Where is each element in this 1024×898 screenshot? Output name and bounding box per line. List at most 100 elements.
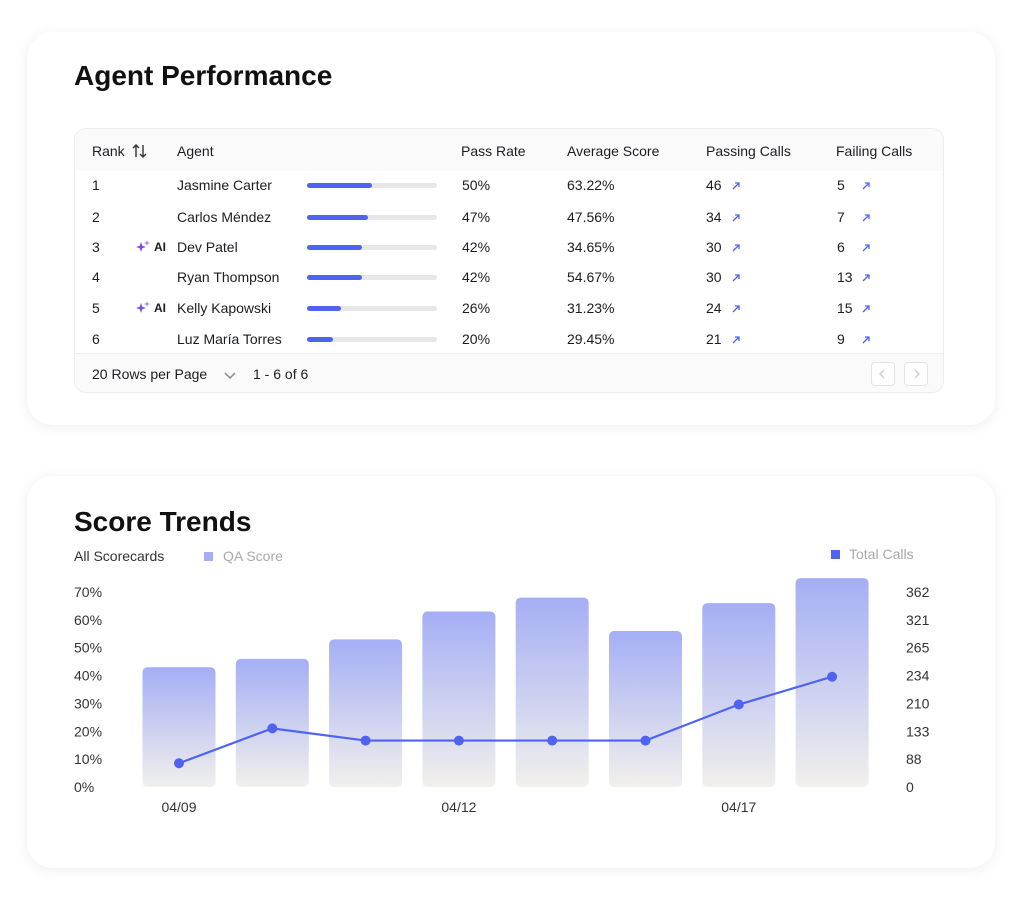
- link-arrow[interactable]: [731, 213, 741, 223]
- line-point: [453, 735, 464, 746]
- y2-tick-label: 133: [906, 723, 930, 739]
- bar: [329, 639, 403, 787]
- y2-tick-label: 210: [906, 695, 930, 711]
- dropdown-icon[interactable]: [223, 370, 237, 380]
- pass-rate-bar: [307, 275, 362, 280]
- failing-calls: 9: [837, 331, 845, 347]
- failing-calls: 6: [837, 239, 845, 255]
- chart-title: Score Trends: [74, 506, 251, 537]
- pass-rate: 26%: [462, 300, 491, 316]
- bar: [515, 597, 589, 787]
- link-arrow[interactable]: [731, 304, 741, 314]
- agent-name: Ryan Thompson: [177, 269, 280, 285]
- link-arrow[interactable]: [861, 335, 871, 345]
- pass-rate: 20%: [462, 331, 491, 347]
- agent-name: Luz María Torres: [177, 331, 282, 347]
- bar: [702, 603, 776, 787]
- chart-subtitle: All Scorecards: [74, 548, 164, 564]
- link-arrow[interactable]: [861, 304, 871, 314]
- rank: 1: [92, 177, 100, 193]
- legend-swatch: [831, 550, 840, 559]
- link-arrow[interactable]: [861, 273, 871, 283]
- rank: 3: [92, 239, 100, 255]
- rows-per-page[interactable]: 20 Rows per Page: [92, 366, 208, 382]
- bar: [795, 578, 869, 787]
- pass-rate-bar: [307, 306, 341, 311]
- y2-tick-label: 265: [906, 640, 930, 656]
- bar: [422, 611, 496, 787]
- y-tick-label: 60%: [74, 612, 102, 628]
- agent-name: Dev Patel: [177, 239, 238, 255]
- chart: Score Trends All Scorecards 0% 10% 20% 30% 4…: [74, 506, 930, 815]
- average-score: 54.67%: [567, 269, 615, 285]
- column-header: Failing Calls: [836, 143, 913, 159]
- link-arrow[interactable]: [731, 181, 741, 191]
- ai-badge: AI: [154, 240, 166, 254]
- pass-rate-track: [307, 183, 437, 188]
- link-arrow[interactable]: [731, 273, 741, 283]
- pass-rate-track: [307, 275, 437, 280]
- passing-calls: 30: [706, 239, 722, 255]
- link-arrow[interactable]: [861, 243, 871, 253]
- pass-rate-track: [307, 245, 437, 250]
- column-header: Pass Rate: [461, 143, 526, 159]
- legend-label: QA Score: [223, 548, 283, 564]
- average-score: 34.65%: [567, 239, 615, 255]
- failing-calls: 7: [837, 209, 845, 225]
- line-point: [827, 671, 838, 682]
- legend-label: Total Calls: [849, 546, 914, 562]
- link-arrow[interactable]: [861, 213, 871, 223]
- line: [178, 675, 833, 765]
- y2-tick-label: 234: [906, 668, 930, 684]
- sort-icon[interactable]: [131, 143, 149, 159]
- pass-rate: 42%: [462, 269, 491, 285]
- pass-rate-track: [307, 306, 437, 311]
- x-tick-label: 04/09: [161, 799, 196, 815]
- link-arrow[interactable]: [861, 181, 871, 191]
- passing-calls: 34: [706, 209, 722, 225]
- column-header: Passing Calls: [706, 143, 791, 159]
- line-point: [733, 699, 744, 710]
- y-tick-label: 30%: [74, 695, 102, 711]
- failing-calls: 13: [837, 269, 853, 285]
- link-arrow[interactable]: [731, 243, 741, 253]
- y2-tick-label: 88: [906, 751, 922, 767]
- prev-page[interactable]: [871, 362, 895, 386]
- link-arrow[interactable]: [731, 335, 741, 345]
- trends-card: Score Trends All Scorecards 0% 10% 20% 30% 4…: [27, 476, 995, 868]
- bar: [235, 658, 309, 787]
- performance-card: Agent Performance Rank Agent Pass Rate Aver…: [27, 32, 995, 425]
- pass-rate: 42%: [462, 239, 491, 255]
- x-tick-label: 04/17: [721, 799, 756, 815]
- y2-tick-label: 362: [906, 584, 930, 600]
- ai-sparkle: [136, 301, 150, 313]
- pass-rate-bar: [307, 337, 333, 342]
- pass-rate-bar: [307, 215, 369, 220]
- passing-calls: 24: [706, 300, 722, 316]
- rank: 6: [92, 331, 100, 347]
- bar: [609, 631, 682, 787]
- passing-calls: 46: [706, 177, 722, 193]
- page-range: 1 - 6 of 6: [253, 366, 309, 382]
- pass-rate-track: [307, 215, 437, 220]
- pass-rate-bar: [307, 183, 372, 188]
- y2-tick-label: 0: [906, 779, 914, 795]
- average-score: 63.22%: [567, 177, 615, 193]
- rank: 2: [92, 209, 100, 225]
- column-header: Average Score: [567, 143, 660, 159]
- line-point: [547, 735, 558, 746]
- passing-calls: 30: [706, 269, 722, 285]
- failing-calls: 15: [837, 300, 853, 316]
- pass-rate-bar: [307, 245, 362, 250]
- next-page[interactable]: [904, 362, 928, 386]
- line-point: [640, 735, 651, 746]
- y-tick-label: 40%: [74, 668, 102, 684]
- agent-name: Carlos Méndez: [177, 209, 272, 225]
- line-point: [360, 735, 371, 746]
- line-point: [174, 758, 184, 769]
- y-tick-label: 70%: [74, 584, 102, 600]
- pass-rate-track: [307, 337, 437, 342]
- agent-name: Jasmine Carter: [177, 177, 272, 193]
- card-title: Agent Performance: [74, 60, 333, 91]
- rank: 5: [92, 300, 100, 316]
